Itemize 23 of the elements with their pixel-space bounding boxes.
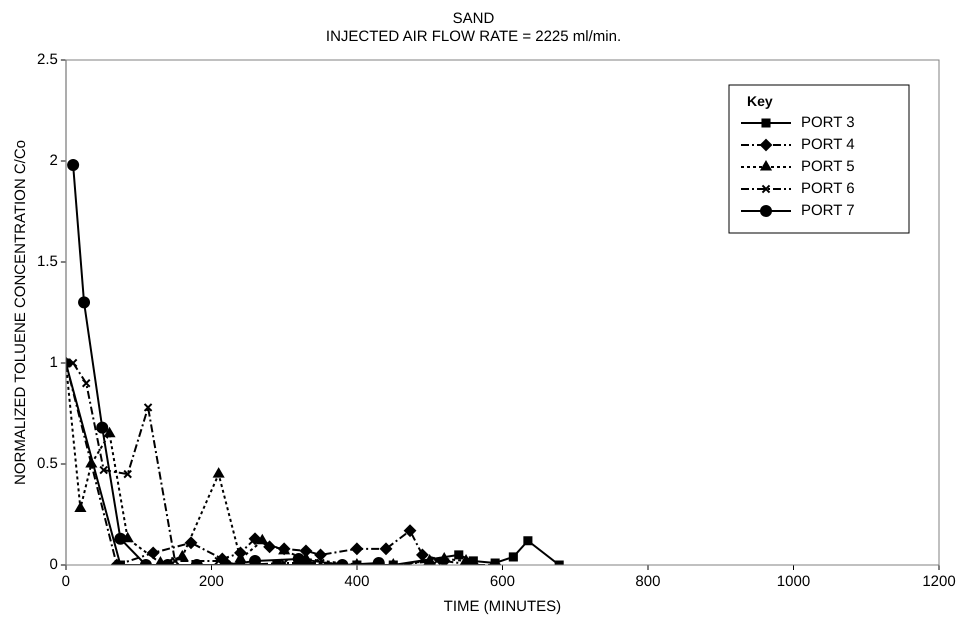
- x-tick-label: 1200: [922, 573, 956, 590]
- x-tick-label: 200: [198, 573, 224, 590]
- x-tick-label: 1000: [776, 573, 810, 590]
- x-tick-label: 600: [490, 573, 515, 590]
- y-tick-label: 2: [50, 152, 58, 170]
- x-tick-label: 0: [62, 573, 70, 590]
- y-tick-label: 0: [50, 556, 58, 574]
- chart-subtitle: INJECTED AIR FLOW RATE = 2225 ml/min.: [326, 28, 622, 46]
- legend-label: PORT 3: [801, 114, 855, 132]
- x-tick-label: 400: [344, 573, 370, 590]
- y-axis-title: NORMALIZED TOLUENE CONCENTRATION C/Co: [12, 140, 30, 486]
- y-tick-label: 1: [50, 354, 58, 372]
- legend-label: PORT 4: [801, 136, 855, 154]
- y-tick-label: 2.5: [36, 51, 58, 68]
- legend-title: Key: [747, 92, 773, 109]
- x-axis-title: TIME (MINUTES): [444, 598, 562, 616]
- y-tick-label: 0.5: [36, 455, 58, 472]
- x-tick-label: 800: [635, 573, 660, 590]
- legend-label: PORT 6: [801, 180, 855, 198]
- legend-label: PORT 7: [801, 202, 855, 220]
- chart-title: SAND: [452, 10, 494, 28]
- legend-label: PORT 5: [801, 158, 855, 176]
- y-tick-label: 1.5: [36, 253, 58, 270]
